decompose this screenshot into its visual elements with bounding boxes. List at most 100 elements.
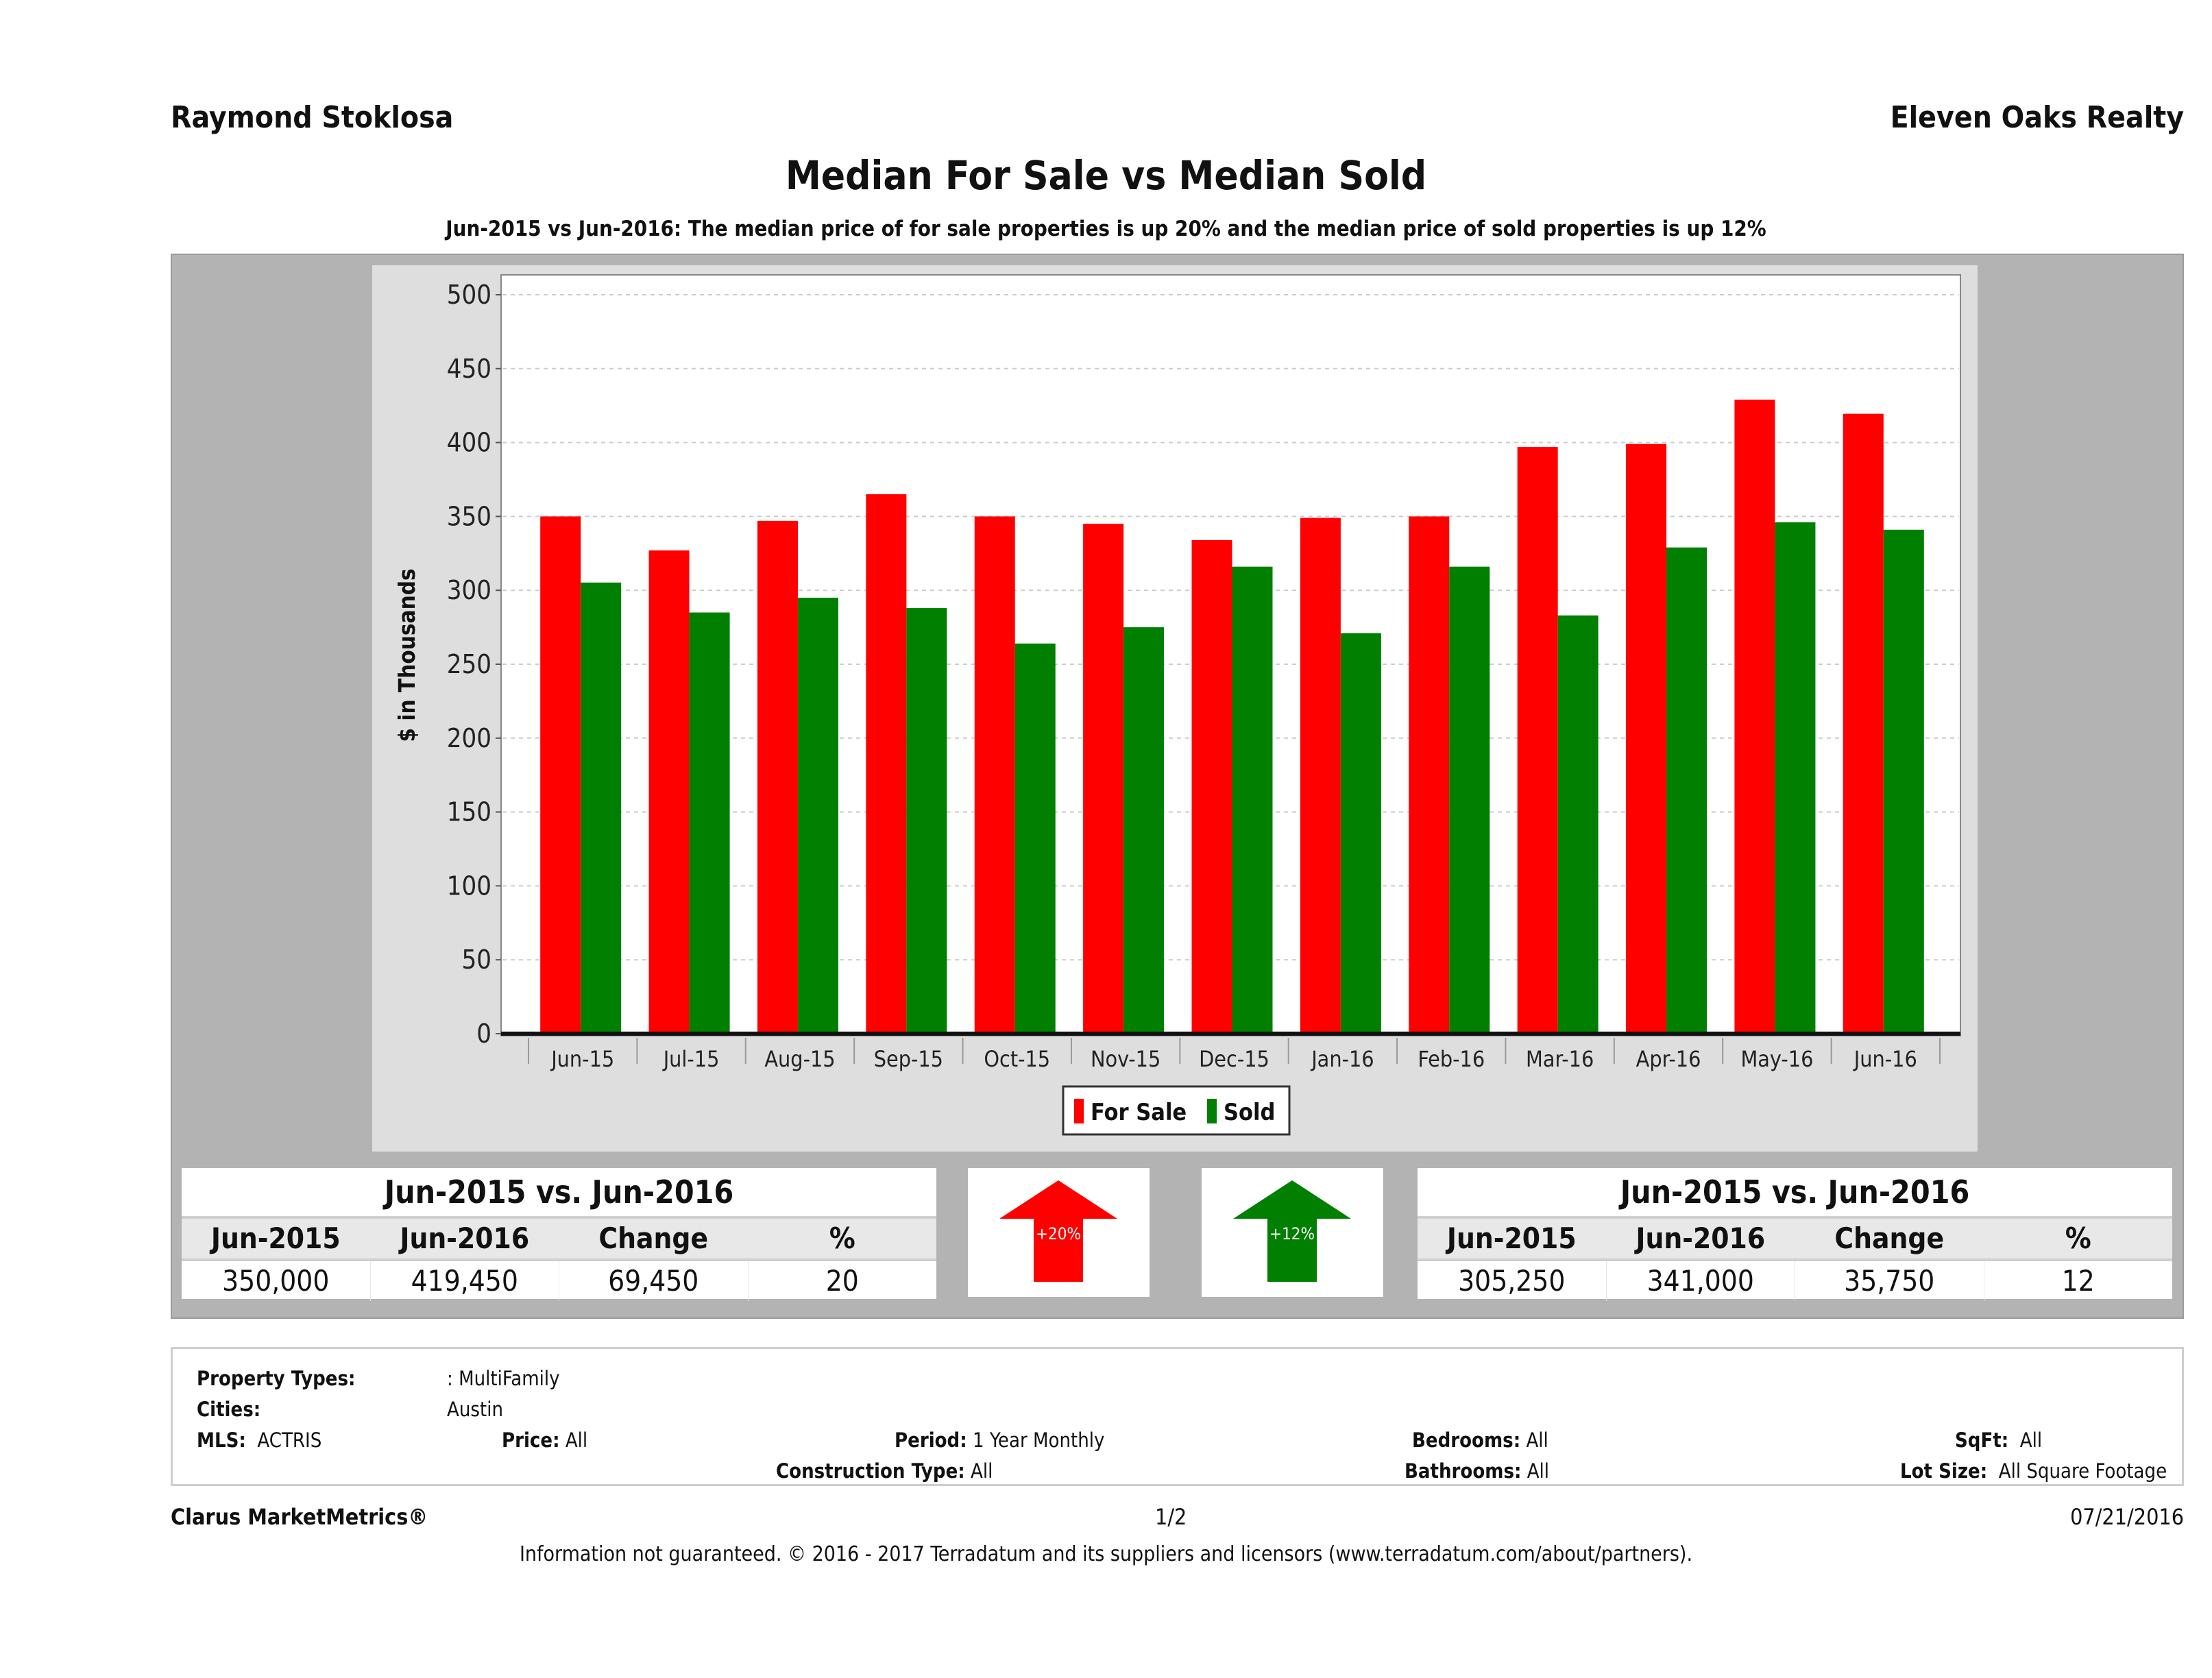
y-tick-label: 350	[447, 501, 491, 531]
property-types-value: : MultiFamily	[447, 1367, 560, 1390]
header-cell: Jun-2015	[1418, 1219, 1607, 1258]
bar-for-sale	[1083, 524, 1124, 1032]
bar-for-sale	[648, 550, 690, 1032]
legend-swatch-sold	[1207, 1099, 1217, 1123]
mls-label: MLS:	[197, 1428, 246, 1452]
period-label: Period:	[895, 1428, 967, 1452]
arrow-label: +20%	[1036, 1224, 1081, 1243]
bar-sold	[1775, 522, 1816, 1032]
lot-size-value: All Square Footage	[1998, 1459, 2167, 1483]
bar-for-sale	[974, 516, 1015, 1032]
price-value: All	[565, 1428, 588, 1452]
bar-sold	[1449, 566, 1490, 1032]
report-date: 07/21/2016	[2070, 1504, 2184, 1530]
bedrooms-value: All	[1526, 1428, 1548, 1452]
bar-for-sale	[1734, 400, 1775, 1032]
bar-for-sale	[1300, 518, 1341, 1032]
table-caption: Jun-2015 vs. Jun-2016	[1418, 1168, 2172, 1219]
sold-change-indicator: +12%	[1202, 1168, 1383, 1297]
y-axis-label: $ in Thousands	[393, 568, 420, 742]
lot-size-label: Lot Size:	[1900, 1459, 1988, 1483]
arrow-label: +12%	[1269, 1224, 1315, 1243]
header-cell: %	[2065, 1221, 2091, 1255]
legend-swatch-for-sale	[1074, 1099, 1084, 1123]
y-tick-label: 100	[447, 871, 491, 901]
y-tick-label: 450	[447, 354, 491, 384]
bar-for-sale	[1409, 516, 1450, 1032]
agent-name: Raymond Stoklosa	[171, 100, 454, 135]
value-cell: 69,450	[559, 1261, 749, 1301]
header-cell: Jun-2015	[182, 1219, 371, 1258]
y-tick-label: 300	[447, 575, 491, 605]
bar-sold	[581, 582, 622, 1032]
legend-label-for-sale: For Sale	[1091, 1099, 1187, 1126]
x-tick-label: Jul-15	[662, 1046, 720, 1072]
y-tick-label: 250	[447, 649, 491, 679]
page-number: 1/2	[1155, 1504, 1187, 1530]
legend-box	[1062, 1085, 1291, 1136]
value-cell: 35,750	[1795, 1261, 1984, 1301]
value-cell: 305,250	[1418, 1261, 1607, 1301]
bar-sold	[1014, 643, 1056, 1032]
value-cell: 350,000	[182, 1261, 371, 1301]
value-cell: 20	[825, 1264, 859, 1298]
x-tick-label: Jun-16	[1853, 1046, 1917, 1072]
sqft-value: All	[2019, 1428, 2043, 1452]
cities-label: Cities:	[197, 1398, 261, 1421]
chart-legend: For Sale Sold	[1062, 1085, 1291, 1136]
mls-value: ACTRIS	[257, 1428, 322, 1452]
header-cell: %	[829, 1221, 855, 1255]
bar-sold	[1666, 547, 1707, 1032]
header-cell: Change	[559, 1219, 749, 1258]
y-tick-label: 500	[447, 280, 491, 310]
x-tick-label: Mar-16	[1526, 1046, 1594, 1072]
table-caption: Jun-2015 vs. Jun-2016	[182, 1168, 936, 1219]
bar-for-sale	[1191, 539, 1232, 1032]
construction-type-value: All	[971, 1459, 993, 1483]
x-tick-label: Oct-15	[984, 1046, 1050, 1072]
y-tick-label: 0	[476, 1019, 491, 1049]
bar-sold	[906, 608, 947, 1032]
sqft-label: SqFt:	[1955, 1428, 2009, 1452]
x-tick-label: Aug-15	[764, 1046, 835, 1072]
value-cell: 12	[2061, 1264, 2095, 1298]
bar-sold	[1123, 627, 1165, 1032]
bathrooms-value: All	[1527, 1459, 1550, 1483]
bar-for-sale	[757, 520, 798, 1032]
value-cell: 419,450	[371, 1261, 559, 1301]
search-criteria: Property Types: : MultiFamily Cities: Au…	[171, 1347, 2184, 1486]
for-sale-summary-table: Jun-2015 vs. Jun-2016 Jun-2015 Jun-2016 …	[182, 1168, 936, 1301]
brokerage-name: Eleven Oaks Realty	[1890, 100, 2184, 135]
cities-value: Austin	[447, 1398, 503, 1421]
header-cell: Jun-2016	[371, 1219, 559, 1258]
property-types-label: Property Types:	[197, 1367, 356, 1390]
sold-summary-table: Jun-2015 vs. Jun-2016 Jun-2015 Jun-2016 …	[1418, 1168, 2172, 1301]
bathrooms-label: Bathrooms:	[1405, 1459, 1522, 1483]
bar-for-sale	[540, 516, 581, 1032]
construction-type-label: Construction Type:	[776, 1459, 965, 1483]
product-name: Clarus MarketMetrics®	[171, 1504, 428, 1530]
bar-sold	[1557, 615, 1599, 1032]
bar-sold	[797, 597, 838, 1032]
bar-sold	[689, 612, 730, 1032]
x-tick-label: Feb-16	[1418, 1046, 1485, 1072]
table-header-row: Jun-2015 Jun-2016 Change %	[1418, 1219, 2172, 1261]
header-cell: Jun-2016	[1607, 1219, 1795, 1258]
report-title: Median For Sale vs Median Sold	[785, 152, 1427, 199]
bar-sold	[1883, 529, 1924, 1032]
x-tick-label: Jan-16	[1310, 1046, 1374, 1072]
legend-label-sold: Sold	[1224, 1099, 1275, 1126]
period-value: 1 Year Monthly	[972, 1428, 1105, 1452]
y-tick-label: 200	[447, 723, 491, 753]
price-label: Price:	[502, 1428, 560, 1452]
arrow-up-icon: +12%	[1233, 1180, 1351, 1282]
bar-chart: 0 50 100 150 200 250 300 350 400 450 500 Jun-15 Jul…	[393, 274, 1961, 1136]
table-header-row: Jun-2015 Jun-2016 Change %	[182, 1219, 936, 1261]
y-tick-label: 50	[462, 945, 492, 975]
report-subtitle: Jun-2015 vs Jun-2016: The median price o…	[446, 217, 1766, 241]
table-row: 305,250 341,000 35,750 12	[1418, 1261, 2172, 1301]
chart-container: 0 50 100 150 200 250 300 350 400 450 500 Jun-15 Jul…	[372, 265, 1978, 1152]
x-tick-label: Dec-15	[1199, 1046, 1269, 1072]
y-tick-label: 150	[447, 797, 491, 827]
x-tick-label: Apr-16	[1636, 1046, 1701, 1072]
